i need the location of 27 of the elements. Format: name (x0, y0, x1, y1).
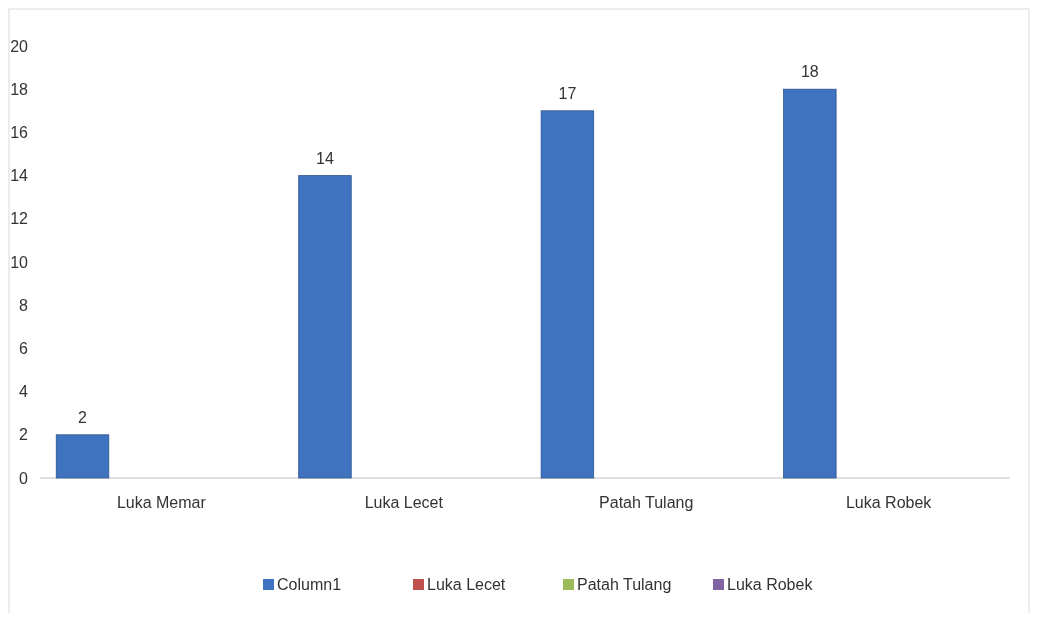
data-label: 14 (316, 149, 334, 167)
y-tick-label: 12 (10, 210, 29, 228)
y-tick-label: 4 (19, 383, 29, 401)
legend-label: Luka Robek (727, 576, 814, 593)
data-label: 17 (558, 84, 577, 102)
y-tick-label: 0 (19, 469, 29, 487)
x-tick-label: Luka Robek (845, 494, 933, 511)
y-tick-label: 2 (19, 426, 29, 444)
y-tick-label: 16 (10, 124, 29, 141)
data-label: 2 (78, 408, 88, 426)
legend-label: Luka Lecet (427, 576, 506, 593)
bar (298, 175, 352, 479)
legend-label: Column1 (277, 576, 342, 593)
x-tick-label: Luka Lecet (364, 494, 444, 511)
x-tick-label: Luka Memar (116, 494, 207, 511)
y-tick-label: 14 (10, 167, 29, 185)
x-tick-label: Patah Tulang (599, 494, 694, 511)
y-tick-label: 8 (19, 296, 29, 314)
bar (783, 88, 837, 479)
y-tick-label: 10 (10, 253, 29, 271)
y-tick-label: 20 (10, 37, 29, 55)
data-label: 18 (800, 63, 819, 81)
y-tick-label: 6 (19, 340, 29, 357)
bar (540, 110, 595, 479)
legend-label: Patah Tulang (577, 576, 672, 593)
bar (55, 434, 110, 479)
y-tick-label: 18 (10, 80, 29, 98)
